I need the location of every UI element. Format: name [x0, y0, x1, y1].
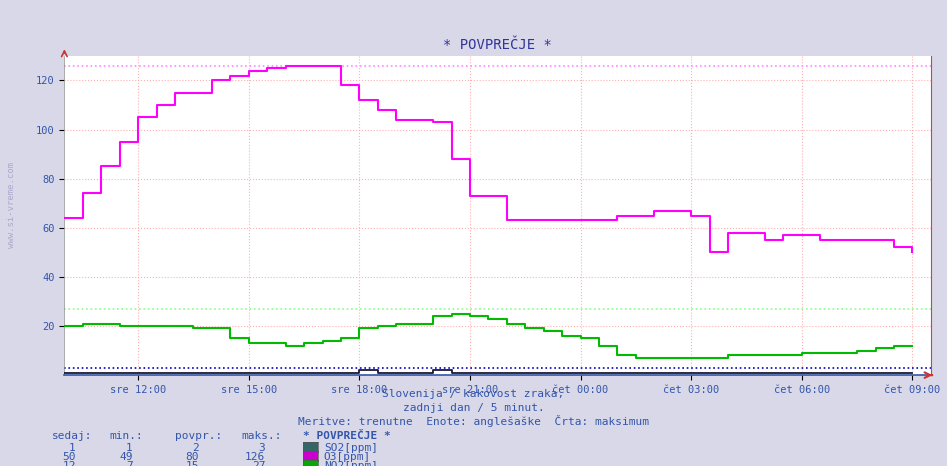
Text: povpr.:: povpr.:: [175, 431, 223, 441]
Text: 1: 1: [126, 443, 133, 452]
Text: 126: 126: [245, 452, 265, 462]
Text: 80: 80: [186, 452, 199, 462]
Title: * POVPREČJE *: * POVPREČJE *: [443, 38, 552, 52]
Text: * POVPREČJE *: * POVPREČJE *: [303, 431, 391, 441]
Text: 49: 49: [119, 452, 133, 462]
Text: 12: 12: [63, 461, 76, 466]
Text: SO2[ppm]: SO2[ppm]: [324, 443, 378, 452]
Text: zadnji dan / 5 minut.: zadnji dan / 5 minut.: [402, 403, 545, 413]
Text: 27: 27: [252, 461, 265, 466]
Text: min.:: min.:: [109, 431, 143, 441]
Text: O3[ppm]: O3[ppm]: [324, 452, 371, 462]
Text: Meritve: trenutne  Enote: anglešaške  Črta: maksimum: Meritve: trenutne Enote: anglešaške Črta…: [298, 415, 649, 427]
Text: 2: 2: [192, 443, 199, 452]
Text: 1: 1: [69, 443, 76, 452]
Text: sedaj:: sedaj:: [52, 431, 93, 441]
Text: Slovenija / kakovost zraka,: Slovenija / kakovost zraka,: [383, 389, 564, 399]
Text: 7: 7: [126, 461, 133, 466]
Text: maks.:: maks.:: [241, 431, 282, 441]
Text: NO2[ppm]: NO2[ppm]: [324, 461, 378, 466]
Text: 15: 15: [186, 461, 199, 466]
Text: 3: 3: [259, 443, 265, 452]
Text: 50: 50: [63, 452, 76, 462]
Text: www.si-vreme.com: www.si-vreme.com: [7, 162, 16, 248]
